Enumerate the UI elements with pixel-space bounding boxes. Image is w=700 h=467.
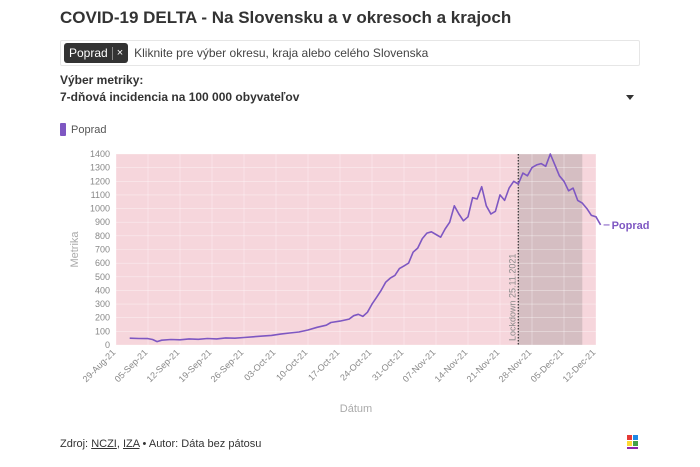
chip-divider bbox=[111, 46, 113, 60]
y-tick-label: 500 bbox=[95, 272, 110, 282]
y-axis-title: Metrika bbox=[69, 231, 81, 268]
y-tick-label: 700 bbox=[95, 245, 110, 255]
brand-logo-icon bbox=[627, 435, 638, 449]
chart-legend[interactable]: Poprad bbox=[60, 123, 106, 136]
y-tick-label: 0 bbox=[105, 340, 110, 350]
selected-region-chip[interactable]: Poprad × bbox=[64, 43, 129, 63]
y-tick-label: 400 bbox=[95, 285, 110, 295]
series-line-poprad bbox=[129, 153, 602, 343]
page-title: COVID-19 DELTA - Na Slovensku a v okreso… bbox=[60, 8, 512, 27]
region-search-placeholder[interactable]: Kliknite pre výber okresu, kraja alebo c… bbox=[134, 46, 429, 60]
legend-swatch bbox=[60, 123, 66, 136]
y-tick-label: 1100 bbox=[91, 190, 110, 200]
metric-label: Výber metriky: bbox=[60, 73, 144, 87]
y-tick-label: 1400 bbox=[90, 149, 110, 159]
x-tick-label: 10-Oct-21 bbox=[274, 347, 309, 382]
y-tick-label: 900 bbox=[95, 217, 110, 227]
y-tick-label: 600 bbox=[95, 258, 110, 268]
x-tick-label: 05-Dec-21 bbox=[529, 347, 566, 384]
series-end-label: Poprad bbox=[612, 220, 650, 232]
x-tick-label: 24-Oct-21 bbox=[338, 347, 373, 382]
x-tick-label: 07-Nov-21 bbox=[401, 347, 438, 384]
y-tick-label: 100 bbox=[95, 326, 110, 336]
legend-label: Poprad bbox=[71, 123, 107, 136]
x-tick-label: 12-Sep-21 bbox=[145, 347, 182, 384]
x-tick-label: 21-Nov-21 bbox=[465, 347, 502, 384]
x-tick-label: 26-Sep-21 bbox=[209, 347, 246, 384]
y-tick-label: 1300 bbox=[90, 163, 110, 173]
y-tick-label: 1200 bbox=[90, 176, 110, 186]
lockdown-annotation-label: Lockdown 25.11.2021 bbox=[507, 254, 517, 341]
y-tick-label: 200 bbox=[95, 313, 110, 323]
metric-selected-value: 7-dňová incidencia na 100 000 obyvateľov bbox=[60, 90, 300, 104]
footer-author: • Autor: Dáta bez pátosu bbox=[139, 438, 262, 450]
source-link-iza[interactable]: IZA bbox=[122, 438, 140, 450]
x-tick-label: 28-Nov-21 bbox=[497, 347, 534, 384]
x-tick-label: 29-Aug-21 bbox=[81, 347, 118, 384]
x-tick-label: 12-Dec-21 bbox=[561, 347, 598, 384]
x-tick-label: 03-Oct-21 bbox=[242, 347, 277, 382]
y-tick-label: 1000 bbox=[90, 204, 110, 214]
x-tick-label: 14-Nov-21 bbox=[433, 347, 470, 384]
footer-credits: Zdroj: NCZI, IZA • Autor: Dáta bez pátos… bbox=[60, 438, 261, 450]
metric-dropdown[interactable]: 7-dňová incidencia na 100 000 obyvateľov bbox=[60, 88, 634, 106]
y-tick-label: 800 bbox=[95, 231, 110, 241]
x-tick-label: 17-Oct-21 bbox=[306, 347, 341, 382]
x-tick-label: 19-Sep-21 bbox=[177, 347, 214, 384]
y-tick-label: 300 bbox=[95, 299, 110, 309]
chevron-down-icon[interactable] bbox=[626, 94, 634, 100]
footer-comma: , bbox=[116, 438, 123, 450]
x-tick-label: 05-Sep-21 bbox=[113, 347, 150, 384]
region-selector[interactable]: Poprad × Kliknite pre výber okresu, kraj… bbox=[60, 40, 640, 66]
source-link-nczi[interactable]: NCZI bbox=[91, 438, 117, 450]
x-axis-title: Dátum bbox=[340, 403, 372, 415]
close-icon[interactable]: × bbox=[116, 46, 124, 59]
chip-label: Poprad bbox=[69, 46, 108, 60]
footer-prefix: Zdroj: bbox=[60, 438, 92, 450]
